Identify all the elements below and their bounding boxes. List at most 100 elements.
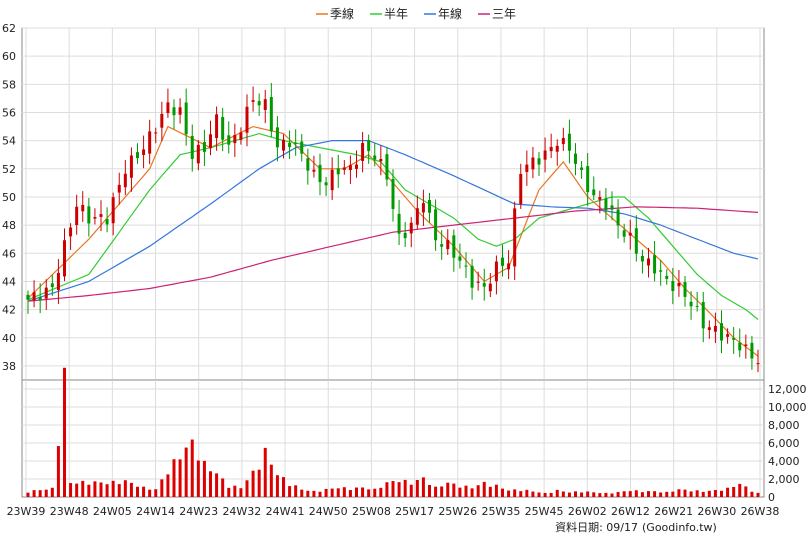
candle-body	[75, 206, 79, 226]
volume-bar	[306, 490, 310, 497]
source-label: (Goodinfo.tw)	[642, 521, 717, 534]
candle-body	[738, 342, 742, 351]
volume-bar	[312, 490, 316, 497]
candle-body	[446, 239, 450, 250]
candle-body	[99, 214, 103, 217]
candle-body	[275, 127, 279, 148]
volume-bar	[282, 477, 285, 497]
volume-bar	[184, 447, 188, 497]
volume-bar	[239, 488, 243, 497]
candle-body	[373, 155, 377, 160]
volume-bar	[348, 490, 352, 497]
volume-bar	[32, 490, 36, 497]
candle-body	[221, 117, 225, 140]
candle-body	[239, 132, 243, 140]
volume-bar	[391, 481, 395, 497]
price-tick-label: 60	[2, 50, 16, 63]
price-tick-label: 58	[2, 78, 16, 91]
price-axis-ticks: 38 40 42 44 46 48 50 52 54 56 58 60 62	[2, 22, 16, 373]
volume-bar	[580, 492, 584, 497]
price-tick-label: 52	[2, 163, 16, 176]
candle-body	[69, 227, 73, 237]
candle-body	[288, 142, 292, 147]
volume-bar	[452, 483, 456, 497]
chart-legend: 季線 半年 年線 三年	[316, 6, 516, 21]
candle-body	[166, 102, 170, 114]
volume-bar	[233, 485, 237, 497]
candle-body	[610, 205, 614, 210]
candle-body	[32, 292, 36, 301]
ma-line-3	[27, 206, 759, 302]
volume-bar	[56, 446, 60, 497]
volume-bar	[355, 487, 358, 497]
volume-bar	[488, 486, 492, 497]
volume-bar	[294, 485, 298, 497]
candlesticks	[26, 83, 760, 373]
candle-body	[543, 150, 547, 160]
volume-bar	[440, 486, 444, 497]
candle-body	[215, 114, 219, 139]
volume-bar	[324, 488, 328, 497]
volume-bar	[330, 488, 334, 497]
candle-body	[720, 323, 723, 341]
volume-bar	[342, 487, 346, 497]
candle-body	[391, 178, 395, 209]
candle-body	[26, 294, 30, 300]
volume-bar	[373, 488, 377, 497]
candle-body	[428, 199, 431, 213]
candle-body	[726, 334, 730, 337]
volume-bar	[458, 487, 462, 497]
candle-body	[537, 158, 541, 165]
volume-bar	[117, 484, 121, 497]
candle-body	[367, 140, 371, 152]
volume-bar	[519, 491, 523, 497]
price-tick-label: 40	[2, 332, 16, 345]
candle-body	[172, 107, 176, 116]
price-tick-label: 42	[2, 304, 16, 317]
candle-body	[63, 240, 66, 277]
volume-tick-label: 8,000	[768, 419, 800, 432]
candle-body	[251, 100, 255, 102]
volume-bar	[689, 491, 693, 497]
volume-bar	[671, 491, 675, 497]
x-tick-label: 25W17	[395, 505, 434, 518]
volume-bar	[501, 488, 504, 497]
volume-bar	[142, 486, 146, 497]
volume-tick-label: 2,000	[768, 473, 800, 486]
volume-bar	[379, 487, 383, 497]
volume-bar	[525, 489, 529, 497]
candle-body	[105, 219, 109, 225]
candle-body	[233, 135, 237, 144]
volume-bar	[665, 491, 669, 497]
volume-bar	[227, 487, 231, 497]
x-tick-label: 24W32	[222, 505, 261, 518]
candle-body	[38, 296, 42, 301]
volume-bar	[44, 489, 48, 497]
volume-bar	[470, 488, 474, 497]
candle-body	[653, 255, 657, 274]
candle-body	[306, 158, 310, 171]
candle-body	[190, 135, 194, 159]
price-tick-label: 46	[2, 247, 16, 260]
candle-body	[318, 164, 322, 183]
volume-bar	[129, 482, 133, 497]
candle-body	[257, 101, 261, 106]
volume-bar	[543, 492, 547, 497]
volume-bar	[750, 491, 754, 497]
candle-body	[123, 173, 127, 188]
candle-body	[580, 167, 584, 170]
volume-bar	[494, 484, 498, 497]
candle-body	[336, 168, 340, 175]
candle-body	[440, 244, 444, 247]
volume-bar	[38, 490, 42, 497]
legend-label-3: 三年	[492, 7, 516, 21]
volume-bar	[154, 489, 158, 497]
candle-body	[209, 134, 212, 149]
candle-body	[640, 255, 644, 262]
volume-bar	[300, 489, 304, 497]
x-tick-label: 25W45	[525, 505, 564, 518]
candle-body	[659, 270, 663, 272]
volume-bar	[26, 492, 30, 497]
volume-bar	[428, 484, 431, 497]
volume-bar	[738, 483, 742, 497]
